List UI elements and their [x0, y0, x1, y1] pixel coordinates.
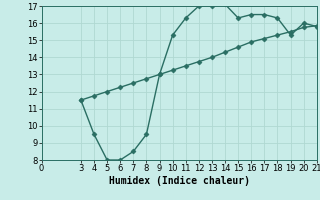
X-axis label: Humidex (Indice chaleur): Humidex (Indice chaleur): [109, 176, 250, 186]
